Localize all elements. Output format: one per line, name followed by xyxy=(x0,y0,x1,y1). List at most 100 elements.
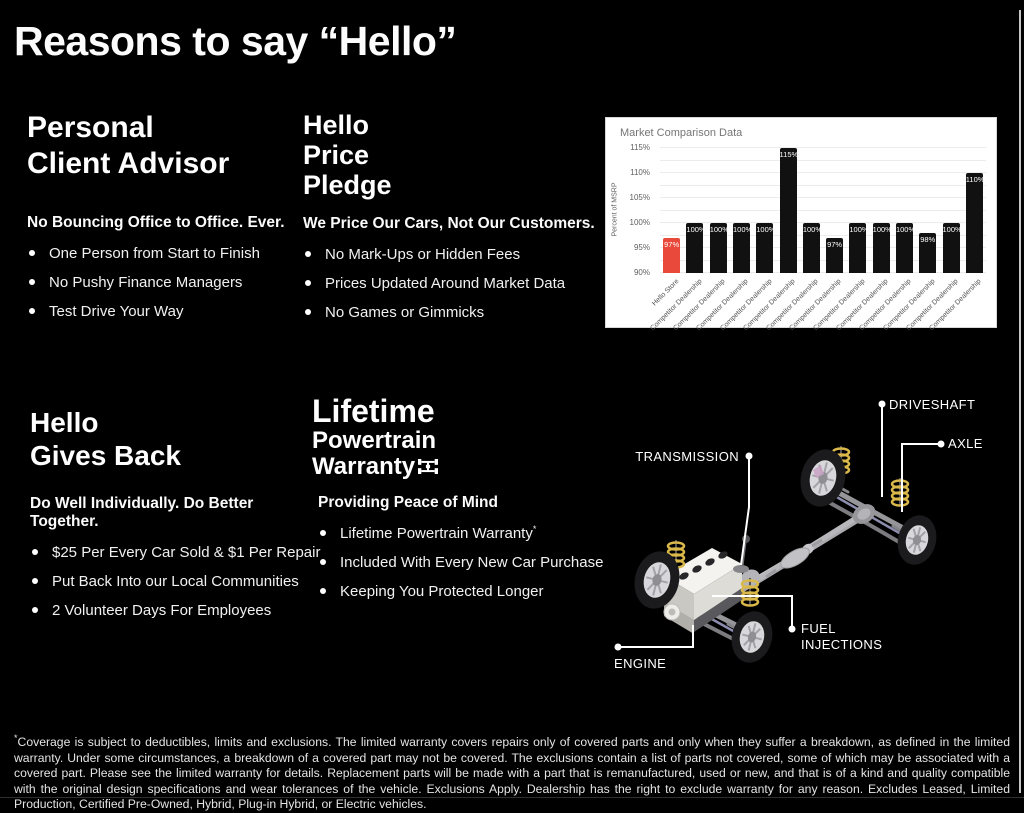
gear-shifter xyxy=(733,535,750,573)
gridline xyxy=(660,259,986,261)
gridline xyxy=(660,197,986,198)
powertrain-diagram: DRIVESHAFT AXLE TRANSMISSION FUEL INJECT… xyxy=(614,397,983,671)
diagram-callouts xyxy=(621,407,938,648)
gridline xyxy=(660,272,986,273)
powertrain-icon xyxy=(417,454,439,480)
section-personal-client-advisor: Personal Client Advisor No Bouncing Offi… xyxy=(27,110,299,331)
chart-plot: 97% 100% 100% 100% 100% 115% 100% 97% 100% 100% 10… xyxy=(660,147,986,273)
footnote-asterisk: * xyxy=(14,732,18,743)
list-item: Lifetime Powertrain Warranty* xyxy=(318,524,604,543)
page-title: Reasons to say “Hello” xyxy=(14,18,457,64)
bullet-icon xyxy=(29,308,35,314)
bar-competitor-dealership: 100% xyxy=(709,223,729,273)
wheel-front-left xyxy=(634,551,680,609)
bar-value-label: 98% xyxy=(920,235,936,244)
bar-value-label: 100% xyxy=(686,225,706,234)
market-comparison-chart: Market Comparison Data Percent of MSRP 9… xyxy=(605,117,997,332)
bar-competitor-dealership: 100% xyxy=(802,223,823,273)
label-engine: ENGINE xyxy=(614,656,666,671)
label-transmission: TRANSMISSION xyxy=(635,449,739,464)
bar-value-label: 100% xyxy=(802,225,823,234)
bar-value-label: 110% xyxy=(965,175,985,184)
list-item: Test Drive Your Way xyxy=(27,302,299,321)
bar-value-label: 100% xyxy=(849,225,869,234)
warranty-disclaimer: *Coverage is subject to deductibles, lim… xyxy=(14,732,1010,812)
brake-caliper xyxy=(813,465,824,478)
bullet-list: No Mark-Ups or Hidden Fees Prices Update… xyxy=(303,245,595,322)
label-driveshaft: DRIVESHAFT xyxy=(889,397,975,412)
footnote-asterisk: * xyxy=(532,524,537,534)
bar-competitor-dealership: 100% xyxy=(849,223,869,273)
section-heading-line2: Powertrain xyxy=(312,427,437,454)
engine-block xyxy=(663,548,742,634)
section-heading: Lifetime xyxy=(312,393,435,429)
bullet-list: $25 Per Every Car Sold & $1 Per Repair P… xyxy=(30,543,322,620)
bar-competitor-dealership: 100% xyxy=(732,223,753,273)
section-lifetime-powertrain-warranty: Lifetime Powertrain Warranty Providing P… xyxy=(312,394,604,611)
list-item: No Games or Gimmicks xyxy=(303,303,595,322)
page-bottom-divider xyxy=(0,797,1024,798)
chart-y-axis-label: Percent of MSRP xyxy=(611,182,619,237)
gridline xyxy=(660,147,986,148)
y-axis-tick-label: 110% xyxy=(630,168,650,177)
bar-competitor-dealership: 100% xyxy=(942,223,962,273)
bullet-icon xyxy=(320,530,326,536)
section-heading-line3: Warranty xyxy=(312,454,604,480)
section-subheading: Do Well Individually. Do Better Together… xyxy=(30,495,254,530)
bullet-icon xyxy=(305,280,311,286)
bar-competitor-dealership: 98% xyxy=(919,233,937,273)
chart-yticks: 90% 95% 100% 105% 110% 115% xyxy=(626,143,654,277)
bullet-icon xyxy=(305,251,311,257)
bar-value-label: 100% xyxy=(756,225,776,234)
gridline xyxy=(660,234,986,236)
bullet-list: Lifetime Powertrain Warranty* Included W… xyxy=(312,524,604,601)
label-axle: AXLE xyxy=(948,436,983,451)
bar-value-label: 97% xyxy=(827,240,843,249)
list-item: $25 Per Every Car Sold & $1 Per Repair xyxy=(30,543,322,562)
label-injections: INJECTIONS xyxy=(801,637,882,652)
bullet-icon xyxy=(305,309,311,315)
wheel-rear-right xyxy=(897,515,937,565)
chart-xlabels: Hello Store Competitor Dealership Competit… xyxy=(649,275,986,332)
y-axis-tick-label: 105% xyxy=(629,193,650,202)
gridline xyxy=(660,247,986,248)
bar-competitor-dealership: 110% xyxy=(965,173,985,273)
bullet-icon xyxy=(29,279,35,285)
section-subheading: We Price Our Cars, Not Our Customers. xyxy=(303,215,595,232)
list-item: Prices Updated Around Market Data xyxy=(303,274,595,293)
chart-bars: 97% 100% 100% 100% 100% 115% 100% 97% 100% 100% 10… xyxy=(660,148,986,273)
y-axis-tick-label: 100% xyxy=(629,218,650,227)
bar-value-label: 100% xyxy=(709,225,729,234)
bar-value-label: 100% xyxy=(732,225,753,234)
chart-title: Market Comparison Data xyxy=(620,127,743,139)
section-subheading: Providing Peace of Mind xyxy=(318,494,498,511)
y-axis-tick-label: 90% xyxy=(633,268,650,277)
gridline xyxy=(660,172,986,173)
callout-dots xyxy=(614,400,945,651)
bar-competitor-dealership: 100% xyxy=(895,223,915,273)
list-item: No Mark-Ups or Hidden Fees xyxy=(303,245,595,264)
list-item: No Pushy Finance Managers xyxy=(27,273,299,292)
bullet-icon xyxy=(320,588,326,594)
section-subheading: No Bouncing Office to Office. Ever. xyxy=(27,214,285,231)
scrollbar[interactable] xyxy=(1019,10,1021,793)
bar-value-label: 115% xyxy=(779,150,799,159)
bar-competitor-dealership: 100% xyxy=(756,223,776,273)
bar-value-label: 100% xyxy=(942,225,962,234)
section-heading: Personal Client Advisor xyxy=(27,111,230,180)
bar-hello-store: 97% xyxy=(663,238,681,273)
bar-competitor-dealership: 97% xyxy=(826,238,844,273)
gridline xyxy=(660,159,986,161)
bullet-icon xyxy=(32,607,38,613)
label-fuel: FUEL xyxy=(801,621,836,636)
bullet-icon xyxy=(32,578,38,584)
bullet-icon xyxy=(32,549,38,555)
list-item: 2 Volunteer Days For Employees xyxy=(30,601,322,620)
bar-competitor-dealership: 100% xyxy=(686,223,706,273)
section-heading: Hello Price Pledge xyxy=(303,110,392,200)
gridline xyxy=(660,209,986,211)
bar-competitor-dealership: 100% xyxy=(872,223,892,273)
section-hello-gives-back: Hello Gives Back Do Well Individually. D… xyxy=(30,406,322,630)
wheel-front-right xyxy=(731,611,773,663)
list-item: One Person from Start to Finish xyxy=(27,244,299,263)
